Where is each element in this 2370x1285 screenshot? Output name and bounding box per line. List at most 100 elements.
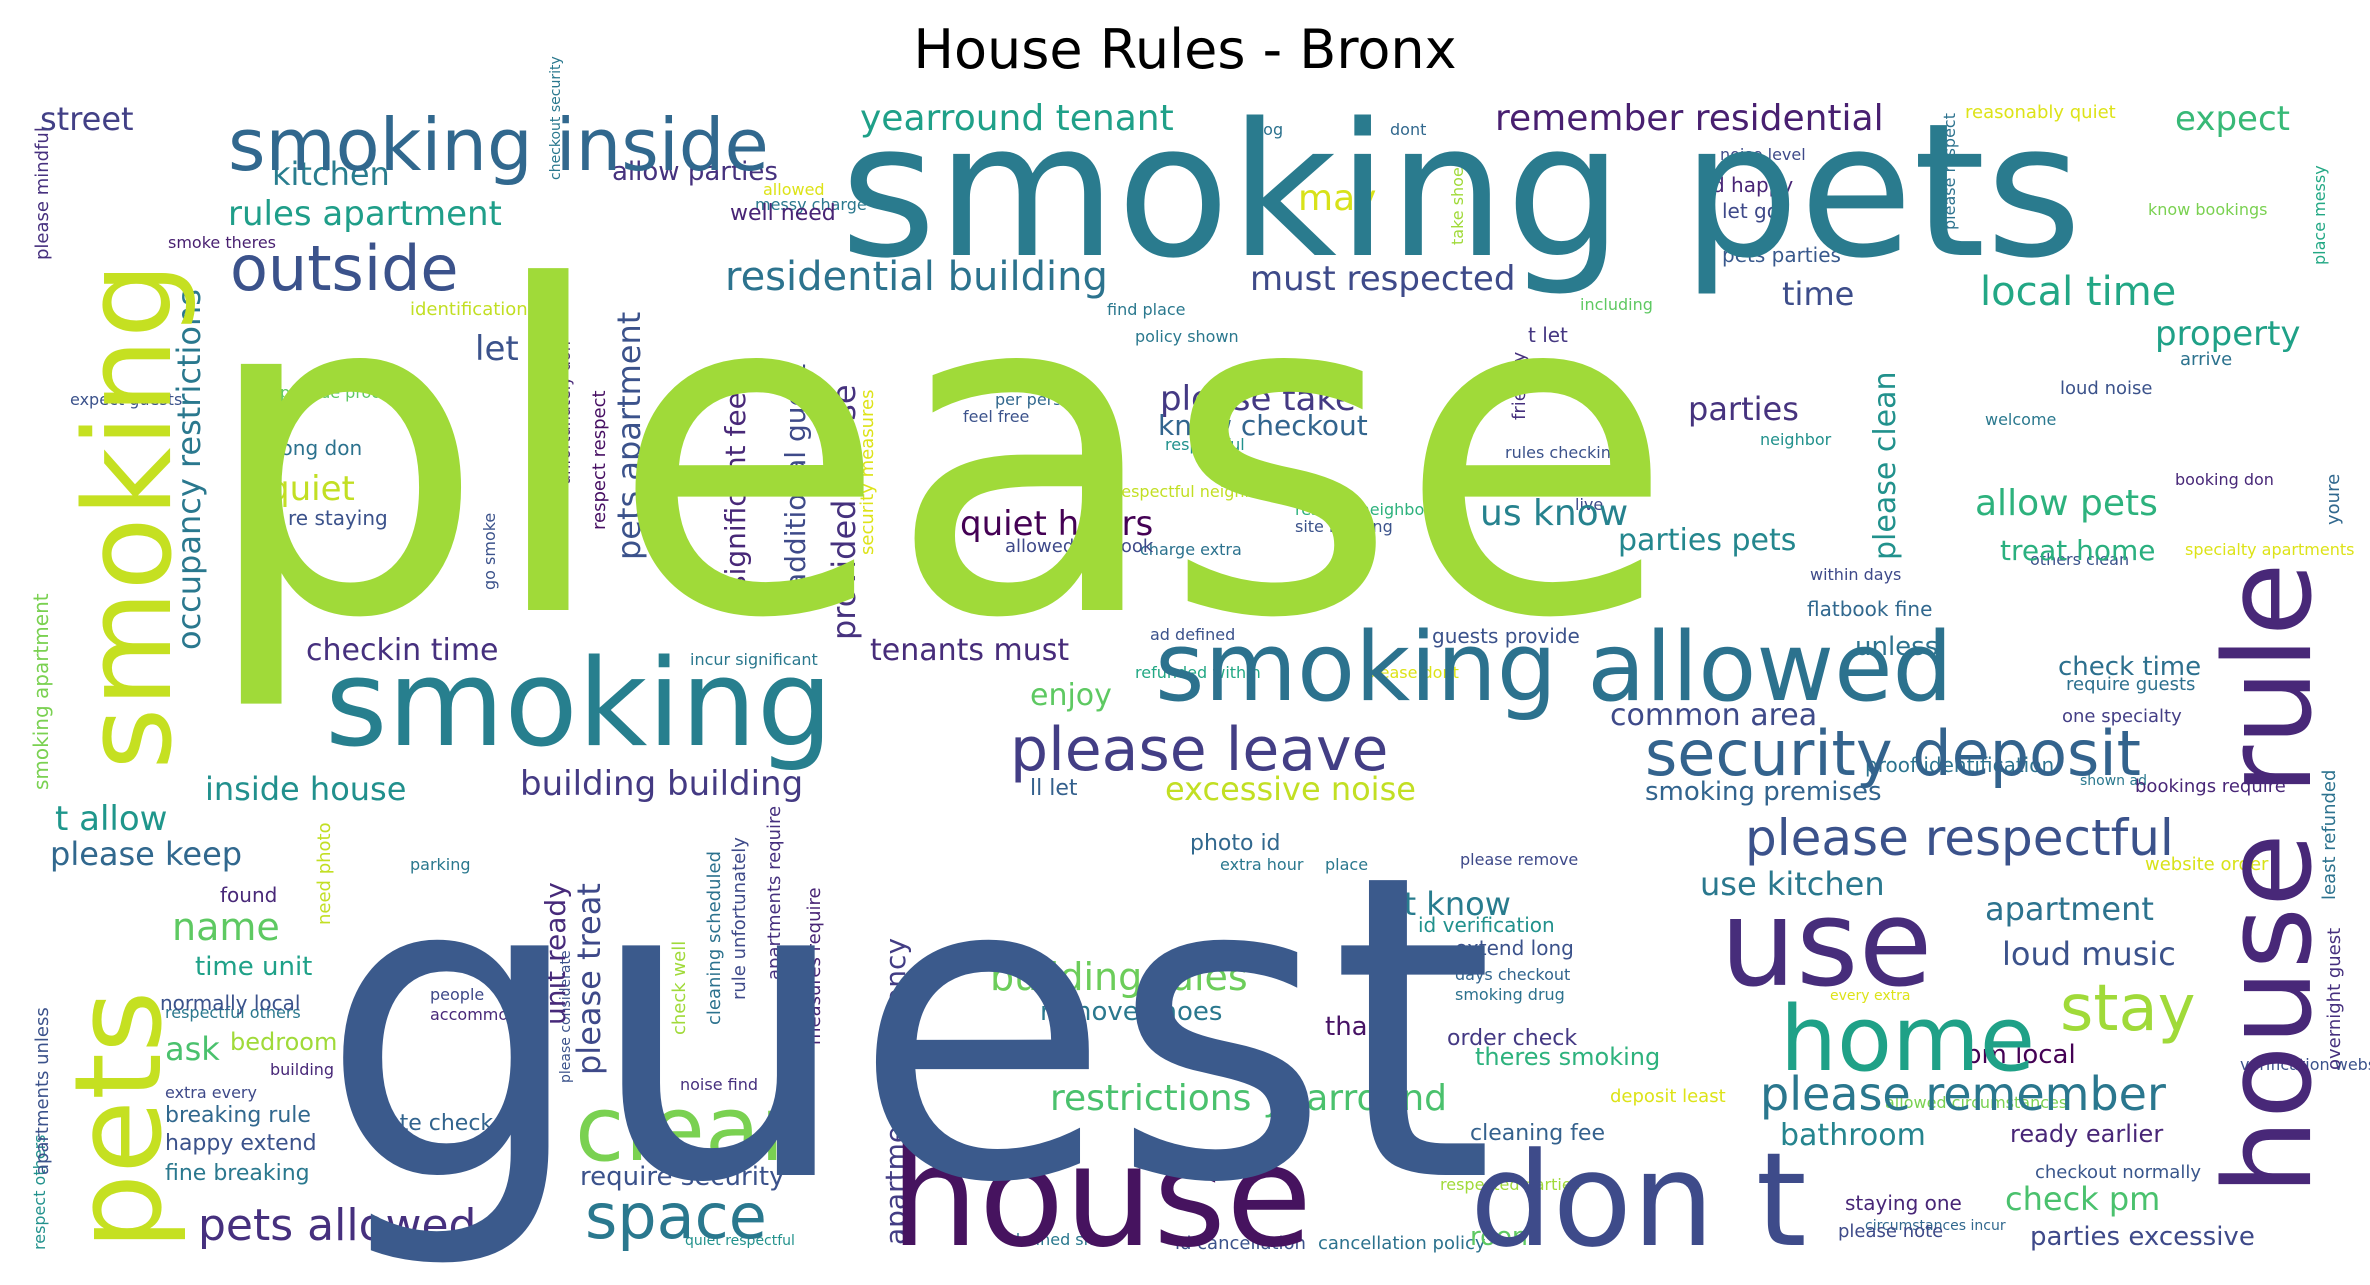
cloud-word: rules checkin xyxy=(1505,443,1611,462)
cloud-word: extra every xyxy=(165,1083,257,1102)
cloud-word: checkin time xyxy=(306,633,499,668)
cloud-word: apartments require xyxy=(764,806,785,980)
cloud-word: enjoy xyxy=(1030,678,1112,713)
cloud-word: local time xyxy=(1980,269,2176,315)
cloud-word: days checkout xyxy=(1455,965,1570,984)
cloud-word: let go xyxy=(1722,199,1779,223)
cloud-word: bookings require xyxy=(2135,776,2286,797)
cloud-word: order check xyxy=(1447,1026,1577,1051)
cloud-word: respect others xyxy=(30,1134,49,1250)
cloud-word: check well xyxy=(669,941,690,1035)
cloud-word: place xyxy=(1325,855,1368,874)
cloud-word: ll let xyxy=(1030,776,1078,801)
cloud-word: noise level xyxy=(1720,145,1806,164)
cloud-word: cleaning scheduled xyxy=(704,851,725,1025)
cloud-word: loud music xyxy=(2002,935,2176,973)
cloud-word: residential building xyxy=(725,254,1108,300)
cloud-word: measures require xyxy=(804,887,825,1045)
cloud-word: including xyxy=(1580,295,1653,314)
cloud-word: well need xyxy=(730,201,836,226)
cloud-word: significant fees xyxy=(719,378,752,590)
cloud-word: bedroom xyxy=(230,1028,337,1056)
cloud-word: please respect xyxy=(1940,113,1959,230)
cloud-word: house rule xyxy=(2200,562,2339,1195)
cloud-word: provide proof xyxy=(280,383,387,402)
cloud-word: require security xyxy=(580,1162,785,1192)
cloud-word: accommodate xyxy=(430,1005,544,1024)
cloud-word: please take xyxy=(1160,379,1356,419)
cloud-word: check pm xyxy=(2005,1180,2160,1218)
cloud-word: within days xyxy=(1810,565,1901,584)
cloud-word: provided please xyxy=(825,384,863,640)
cloud-word: people xyxy=(430,985,484,1004)
cloud-word: building xyxy=(270,1060,334,1079)
cloud-word: welcome xyxy=(1985,410,2056,429)
cloud-word: one specialty xyxy=(2062,706,2182,727)
cloud-word: specialty apartments xyxy=(2185,540,2354,559)
cloud-word: let us xyxy=(475,329,569,369)
cloud-word: yearround tenant xyxy=(860,98,1174,139)
cloud-word: rules apartment xyxy=(228,194,502,234)
cloud-word: kitchen xyxy=(272,155,390,193)
cloud-word: excessive noise xyxy=(1165,770,1416,808)
cloud-word: youre xyxy=(2323,474,2344,525)
cloud-word: remember residential xyxy=(1495,98,1884,139)
cloud-word: tenants must xyxy=(870,633,1069,668)
cloud-word: pm local xyxy=(1965,1040,2076,1070)
cloud-word: smoking allowed xyxy=(1155,613,1953,723)
cloud-word: please xyxy=(200,193,1675,717)
cloud-word: identification id xyxy=(410,299,550,320)
cloud-word: building rules xyxy=(990,955,1248,999)
cloud-word: respected parties xyxy=(1440,1175,1580,1194)
cloud-word: breaking rule xyxy=(165,1103,311,1128)
cloud-word: fine breaking xyxy=(165,1161,310,1186)
cloud-word: d happy xyxy=(1712,173,1793,197)
cloud-word: site booking xyxy=(1295,517,1393,536)
cloud-word: live xyxy=(1575,495,1603,514)
cloud-word: unfortunately don xyxy=(555,341,574,485)
cloud-word: re staying xyxy=(288,506,388,530)
cloud-word: respectful xyxy=(1165,435,1245,454)
cloud-word: additional guest xyxy=(779,364,812,590)
cloud-word: respect neighbors xyxy=(1295,500,1439,519)
cloud-word: space xyxy=(585,1180,767,1253)
cloud-word: dog xyxy=(1253,120,1283,139)
cloud-word: extend long xyxy=(1455,936,1574,960)
cloud-word: smoking premises xyxy=(1645,777,1882,807)
cloud-word: use kitchen xyxy=(1700,865,1885,903)
cloud-word: cleaning fee xyxy=(1470,1121,1605,1146)
cloud-word: go smoke xyxy=(480,513,499,590)
cloud-word: unless xyxy=(1855,632,1938,662)
cloud-word: checkin pm xyxy=(524,399,557,560)
cloud-word: apartment xyxy=(1985,890,2154,928)
cloud-word: require guests xyxy=(2066,674,2195,695)
cloud-word: arrive xyxy=(2180,349,2232,370)
cloud-word: find place xyxy=(1107,300,1186,319)
cloud-word: security deposit xyxy=(1645,717,2141,790)
cloud-word: staying one xyxy=(1845,1191,1962,1215)
cloud-word: unit ready xyxy=(539,882,572,1025)
cloud-word: ad defined xyxy=(1150,625,1235,644)
cloud-word: rule unfortunately xyxy=(729,837,750,1000)
cloud-word: quiet respectful xyxy=(685,1233,795,1249)
cloud-word: occupancy restrictions xyxy=(170,289,208,650)
cloud-word: respectful others xyxy=(165,1003,301,1022)
cloud-word: use xyxy=(1720,875,1932,1014)
cloud-word: please remember xyxy=(1760,1067,2166,1121)
cloud-word: refunded within xyxy=(1135,663,1261,682)
cloud-word: website order xyxy=(2145,854,2269,875)
cloud-word: allowed xyxy=(763,180,825,199)
cloud-word: others clean xyxy=(2030,550,2129,569)
cloud-word: charge extra xyxy=(1140,540,1242,559)
cloud-word: stay xyxy=(2060,972,2196,1046)
cloud-word: please keep xyxy=(50,835,242,873)
cloud-word: time unit xyxy=(195,952,312,982)
cloud-word: need photo xyxy=(314,822,335,925)
cloud-word: messy charge xyxy=(755,195,867,214)
cloud-word: neighbor xyxy=(1760,430,1832,449)
cloud-word: room xyxy=(1470,1222,1537,1252)
cloud-word: guest xyxy=(320,786,1495,1275)
cloud-word: circumstances incur xyxy=(1865,1218,2006,1234)
cloud-word: respect respect xyxy=(589,390,610,530)
cloud-word: booking don xyxy=(2175,470,2274,489)
